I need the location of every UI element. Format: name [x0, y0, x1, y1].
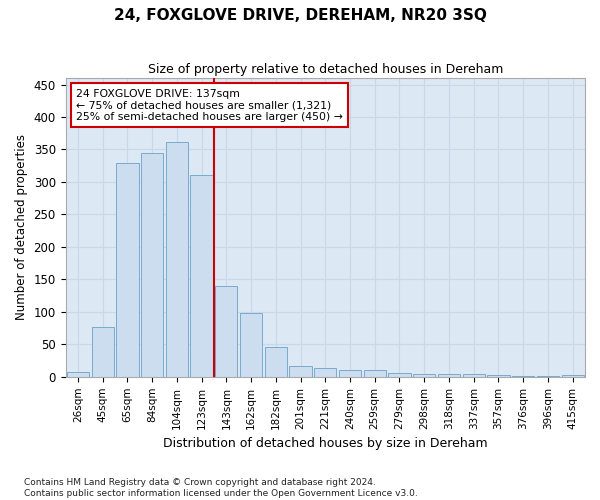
Bar [562, 375, 584, 377]
Bar [314, 368, 337, 377]
Bar [463, 374, 485, 377]
Bar [141, 152, 163, 377]
Bar [413, 374, 436, 377]
Bar [289, 366, 311, 377]
Bar [388, 373, 410, 377]
Bar [512, 376, 534, 377]
Bar [67, 372, 89, 377]
Bar [190, 176, 213, 377]
Bar [438, 374, 460, 377]
Text: 24, FOXGLOVE DRIVE, DEREHAM, NR20 3SQ: 24, FOXGLOVE DRIVE, DEREHAM, NR20 3SQ [113, 8, 487, 22]
Y-axis label: Number of detached properties: Number of detached properties [15, 134, 28, 320]
Bar [92, 328, 114, 377]
Text: 24 FOXGLOVE DRIVE: 137sqm
← 75% of detached houses are smaller (1,321)
25% of se: 24 FOXGLOVE DRIVE: 137sqm ← 75% of detac… [76, 88, 343, 122]
Text: Contains HM Land Registry data © Crown copyright and database right 2024.
Contai: Contains HM Land Registry data © Crown c… [24, 478, 418, 498]
Bar [166, 142, 188, 377]
Bar [339, 370, 361, 377]
X-axis label: Distribution of detached houses by size in Dereham: Distribution of detached houses by size … [163, 437, 488, 450]
Bar [240, 313, 262, 377]
Title: Size of property relative to detached houses in Dereham: Size of property relative to detached ho… [148, 62, 503, 76]
Bar [487, 375, 509, 377]
Bar [215, 286, 238, 377]
Bar [364, 370, 386, 377]
Bar [537, 376, 559, 377]
Bar [116, 163, 139, 377]
Bar [265, 347, 287, 377]
